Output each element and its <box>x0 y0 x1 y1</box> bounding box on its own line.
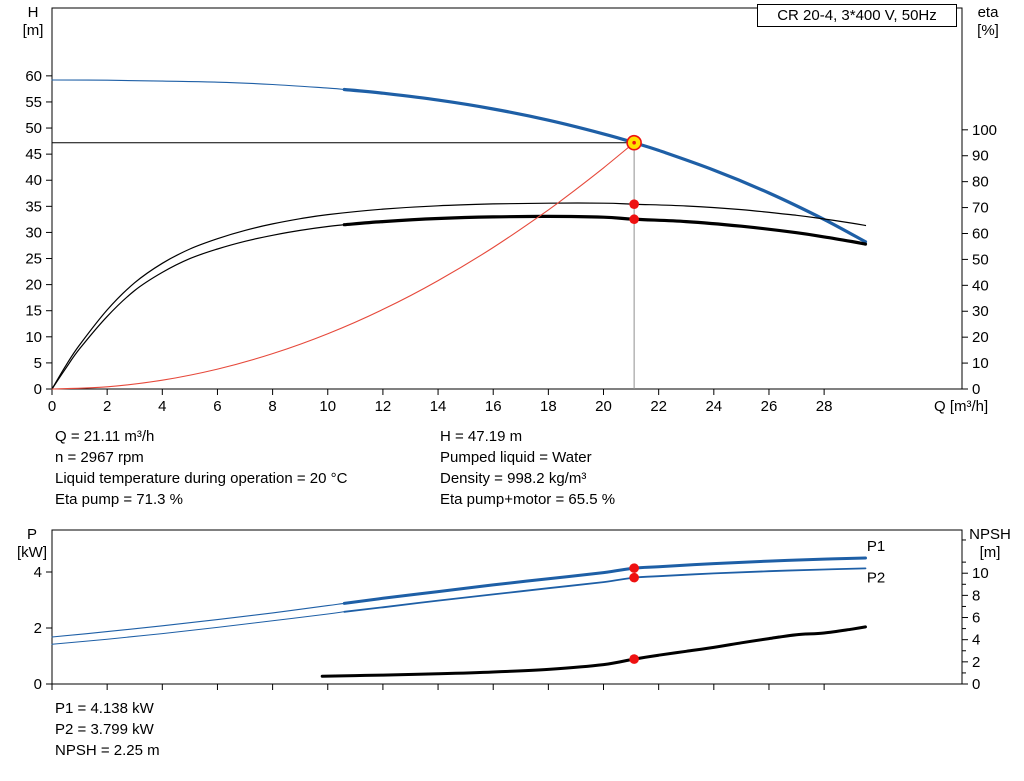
curve-duty-dot[interactable] <box>629 572 639 583</box>
tick-label: 4 <box>158 398 166 415</box>
tick-label: 5 <box>34 355 42 372</box>
curve-title-box: CR 20-4, 3*400 V, 50Hz <box>757 4 957 27</box>
tick-label: 22 <box>650 398 667 415</box>
h-axis-title: H [m] <box>14 4 52 40</box>
power-npsh-chart-frame <box>51 529 963 685</box>
tick-label: 30 <box>972 303 989 320</box>
tick-label: 6 <box>972 610 980 627</box>
p2-curve <box>51 611 345 645</box>
tick-label: 8 <box>268 398 276 415</box>
tick-label: 10 <box>25 329 42 346</box>
info-density: Density = 998.2 kg/m³ <box>440 470 587 487</box>
info-liquid-temp: Liquid temperature during operation = 20… <box>55 470 348 487</box>
npsh-curve <box>320 625 867 678</box>
tick-label: 8 <box>972 587 980 604</box>
tick-label: 30 <box>25 224 42 241</box>
info-npsh: NPSH = 2.25 m <box>55 742 160 759</box>
h-axis-unit: [m] <box>22 22 44 39</box>
info-p1: P1 = 4.138 kW <box>55 700 154 717</box>
info-pumped-liquid: Pumped liquid = Water <box>440 449 592 466</box>
tick-label: 50 <box>25 120 42 137</box>
head-curve <box>51 79 345 91</box>
curve-duty-dot[interactable] <box>629 563 639 573</box>
head-curve <box>342 87 868 244</box>
tick-label: 0 <box>34 676 42 693</box>
eta-axis-symbol: eta <box>977 4 999 21</box>
info-p2: P2 = 3.799 kW <box>55 721 154 738</box>
tick-label: 35 <box>25 198 42 215</box>
tick-label: 24 <box>705 398 722 415</box>
info-q: Q = 21.11 m³/h <box>55 428 155 445</box>
duty-point-center <box>632 140 636 145</box>
tick-label: 0 <box>972 676 980 693</box>
info-eta-pump: Eta pump = 71.3 % <box>55 491 183 508</box>
curve-label-p1: P1 <box>867 538 885 555</box>
tick-label: 18 <box>540 398 557 415</box>
tick-label: 45 <box>25 146 42 163</box>
tick-label: 2 <box>34 620 42 637</box>
tick-label: 26 <box>761 398 778 415</box>
eta-axis-unit: [%] <box>977 22 999 39</box>
eta-pump-motor-curve <box>342 214 868 246</box>
tick-label: 20 <box>972 329 989 346</box>
tick-label: 40 <box>972 277 989 294</box>
p2-curve <box>343 567 867 613</box>
curve-duty-dot[interactable] <box>629 214 639 225</box>
tick-label: 6 <box>213 398 221 415</box>
npsh-axis-symbol: NPSH <box>969 526 1011 543</box>
tick-label: 15 <box>25 303 42 320</box>
p-axis-symbol: P <box>26 526 37 543</box>
tick-label: 10 <box>319 398 336 415</box>
tick-label: 10 <box>972 355 989 372</box>
tick-label: 50 <box>972 251 989 268</box>
tick-label: 40 <box>25 172 42 189</box>
tick-label: 14 <box>430 398 447 415</box>
curve-label-p2: P2 <box>867 570 885 587</box>
tick-label: 10 <box>972 565 989 582</box>
tick-label: 70 <box>972 200 989 217</box>
tick-label: 100 <box>972 122 997 139</box>
curve-duty-dot[interactable] <box>629 199 639 210</box>
tick-label: 60 <box>972 225 989 242</box>
q-axis-title: Q [m³/h] <box>934 398 989 415</box>
duty-info-left: Q = 21.11 m³/h n = 2967 rpm Liquid tempe… <box>55 426 347 510</box>
tick-label: 20 <box>25 277 42 294</box>
npsh-axis-title: NPSH [m] <box>960 526 1020 562</box>
info-eta-pump-motor: Eta pump+motor = 65.5 % <box>440 491 616 508</box>
curve-duty-dot[interactable] <box>629 654 639 664</box>
info-speed: n = 2967 rpm <box>55 449 144 466</box>
duty-info-right: H = 47.19 m Pumped liquid = Water Densit… <box>440 426 615 510</box>
tick-label: 4 <box>34 564 42 581</box>
qh-eta-chart-frame <box>51 7 963 390</box>
h-axis-symbol: H <box>27 4 39 21</box>
tick-label: 16 <box>485 398 502 415</box>
tick-label: 2 <box>103 398 111 415</box>
tick-label: 28 <box>816 398 833 415</box>
tick-label: 25 <box>25 251 42 268</box>
power-info: P1 = 4.138 kW P2 = 3.799 kW NPSH = 2.25 … <box>55 698 160 761</box>
tick-label: 80 <box>972 174 989 191</box>
tick-label: 55 <box>25 94 42 111</box>
p1-curve <box>51 602 345 638</box>
eta-axis-title: eta [%] <box>964 4 1012 40</box>
tick-label: 60 <box>25 68 42 85</box>
tick-label: 2 <box>972 654 980 671</box>
tick-label: 90 <box>972 148 989 165</box>
p1-curve <box>342 556 867 605</box>
tick-label: 0 <box>972 381 980 398</box>
p-axis-title: P [kW] <box>8 526 56 562</box>
p-axis-unit: [kW] <box>17 544 47 561</box>
info-h: H = 47.19 m <box>440 428 523 445</box>
tick-label: 4 <box>972 632 980 649</box>
eta-pump-motor-curve <box>51 224 345 390</box>
tick-label: 0 <box>34 381 42 398</box>
eta-pump-curve <box>51 202 867 390</box>
npsh-axis-unit: [m] <box>979 544 1001 561</box>
system-curve <box>51 142 635 390</box>
tick-label: 0 <box>48 398 56 415</box>
tick-label: 20 <box>595 398 612 415</box>
tick-label: 12 <box>375 398 392 415</box>
